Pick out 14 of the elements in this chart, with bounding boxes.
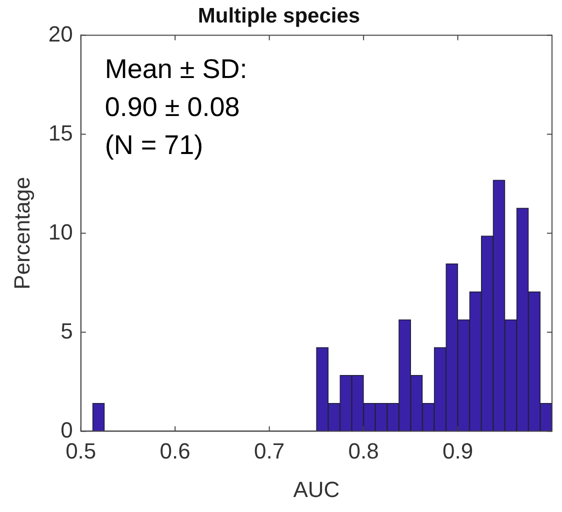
y-tick-label: 5 <box>60 318 73 344</box>
y-tick-label: 15 <box>48 120 73 146</box>
annotation: Mean ± SD: <box>104 54 248 84</box>
y-axis-title: Percentage <box>9 176 34 290</box>
annotation: 0.90 ± 0.08 <box>104 92 240 122</box>
annotation: (N = 71) <box>104 130 204 160</box>
y-tick-label: 10 <box>48 219 73 244</box>
y-tick-label: 20 <box>48 21 73 46</box>
x-tick-label: 0.6 <box>160 438 190 464</box>
chart-title: Multiple species <box>198 4 360 28</box>
x-axis-title: AUC <box>293 476 340 502</box>
x-tick-label: 0.7 <box>254 438 285 464</box>
x-tick-label: 0.9 <box>442 438 474 464</box>
x-tick-label: 0.8 <box>348 438 379 464</box>
